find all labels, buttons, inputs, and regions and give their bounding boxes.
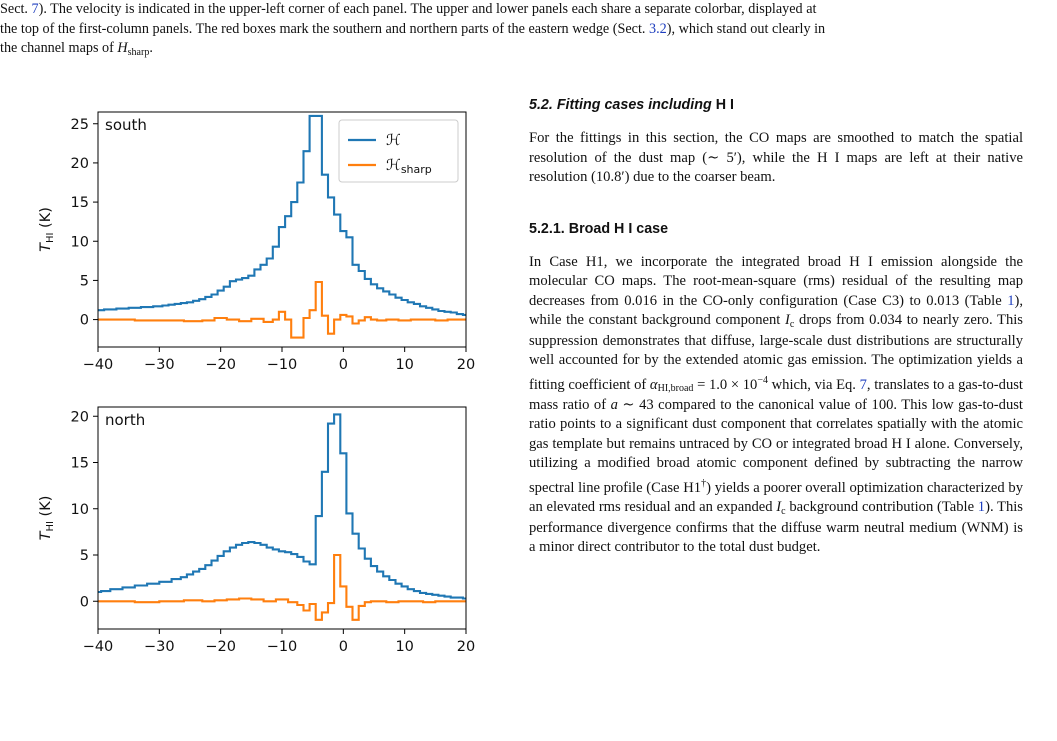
x-tick-label: −10 [267, 639, 298, 652]
caption-link-sect-3-2[interactable]: 3.2 [649, 20, 667, 37]
x-tick-label: −30 [144, 357, 175, 373]
paragraph-broad-hi: In Case H1, we incorporate the integrate… [529, 253, 1023, 558]
y-tick-label: 5 [80, 273, 89, 289]
y-tick-label: 20 [71, 156, 89, 172]
table-ref-link[interactable]: 1 [1007, 292, 1015, 309]
caption-text: ). The velocity is indicated in the uppe… [38, 1, 817, 17]
caption-text: . [149, 40, 153, 56]
dagger-mark: † [701, 477, 707, 489]
series-line-h [98, 413, 466, 600]
y-axis-label: THI (K) [38, 496, 56, 541]
plot-frame [97, 406, 467, 630]
section-heading: 5.2. Fitting cases including H I [529, 96, 1023, 115]
legend-label: ℋ [386, 131, 401, 149]
x-tick-label: 10 [395, 357, 413, 373]
y-tick-label: 5 [80, 548, 89, 564]
paragraph-smoothing: For the fittings in this section, the CO… [529, 130, 1023, 185]
series-line-h-sharp [98, 553, 466, 621]
para-text: ). This performance divergence confirms … [529, 499, 1023, 556]
y-tick-label: 25 [71, 117, 89, 133]
x-tick-label: 0 [339, 357, 348, 373]
x-tick-label: −20 [205, 357, 236, 373]
legend-label: ℋsharp [386, 156, 432, 176]
subsection-heading: 5.2.1. Broad H I case [529, 220, 669, 237]
x-tick-label: 0 [339, 639, 348, 652]
caption-line-3: the channel maps of Hsharp. [0, 39, 1057, 63]
para-text: = 1.0 × 10 [693, 376, 758, 393]
y-tick-label: 10 [71, 502, 89, 518]
para-text: , translates to a gas-to-dust mass ratio… [529, 376, 1023, 413]
ic-symbol: I [785, 312, 790, 328]
ic-subscript: c [789, 319, 795, 330]
symbol-h: H [117, 40, 128, 56]
caption-text: Sect. [0, 1, 32, 17]
para-text: drops from 0.034 to nearly zero. This su… [529, 312, 1023, 393]
section-number: 5.2. [529, 97, 557, 113]
table-ref-link[interactable]: 1 [977, 499, 986, 516]
para-text: ), while the constant background compone… [529, 292, 1023, 329]
section-species: H I [715, 97, 734, 113]
x-tick-label: 20 [457, 639, 475, 652]
right-column: 5.2. Fitting cases including H I For the… [529, 96, 1023, 558]
y-tick-label: 20 [71, 409, 89, 425]
spectra-figure: −40 −30 −20 −10 0 10 20 0 5 10 15 20 25 south THI (K) ℋ… [38, 111, 475, 652]
para-text: ∼ 43 compared to the canonical value of … [529, 396, 1023, 496]
a-symbol: a [610, 396, 618, 413]
panel-label: north [105, 411, 145, 429]
legend-box [338, 119, 459, 183]
y-tick-label: 10 [71, 234, 89, 250]
caption-link-sect[interactable]: 7 [31, 1, 39, 17]
caption-line-2: the top of the first-column panels. The … [0, 20, 1057, 40]
ic-symbol: I [776, 499, 782, 516]
para-text: ) yields a poorer overall optimization c… [529, 479, 1024, 516]
para-text: which, via Eq. [767, 376, 860, 393]
alpha-symbol: α [649, 376, 658, 393]
y-tick-label: 0 [80, 594, 89, 610]
y-tick-label: 15 [71, 195, 89, 211]
series-line-h [98, 114, 466, 316]
caption-text: ), which stand out clearly in [666, 20, 826, 37]
series-line-h-sharp [98, 280, 466, 339]
equation-ref-link[interactable]: 7 [859, 376, 867, 393]
y-axis-label: THI (K) [38, 207, 56, 252]
x-tick-label: 10 [395, 639, 413, 652]
x-tick-label: −20 [205, 639, 236, 652]
para-text: background contribution (Table [785, 499, 978, 516]
chart-panel-south: −40 −30 −20 −10 0 10 20 0 5 10 15 20 25 south THI (K) ℋ… [38, 111, 475, 373]
caption-text: the channel maps of [0, 40, 118, 56]
x-tick-label: −40 [83, 357, 114, 373]
symbol-sub: sharp [127, 47, 150, 58]
para-text: In Case H1, we incorporate the integrate… [529, 253, 1023, 309]
ic-subscript: c [781, 506, 786, 518]
y-tick-label: 15 [71, 456, 89, 472]
caption-text: the top of the first-column panels. The … [0, 20, 650, 37]
caption-line-1: Sect. 7). The velocity is indicated in t… [0, 0, 1057, 20]
exponent: −4 [757, 374, 768, 386]
figure-caption: Sect. 7). The velocity is indicated in t… [0, 0, 1057, 63]
x-tick-label: −40 [83, 639, 114, 652]
section-title: Fitting cases including [556, 97, 716, 113]
alpha-subscript: HI,broad [657, 383, 694, 395]
x-tick-label: −30 [144, 639, 175, 652]
panel-label: south [105, 116, 147, 134]
x-tick-label: 20 [457, 357, 475, 373]
y-tick-label: 0 [80, 313, 89, 329]
x-tick-label: −10 [267, 357, 298, 373]
